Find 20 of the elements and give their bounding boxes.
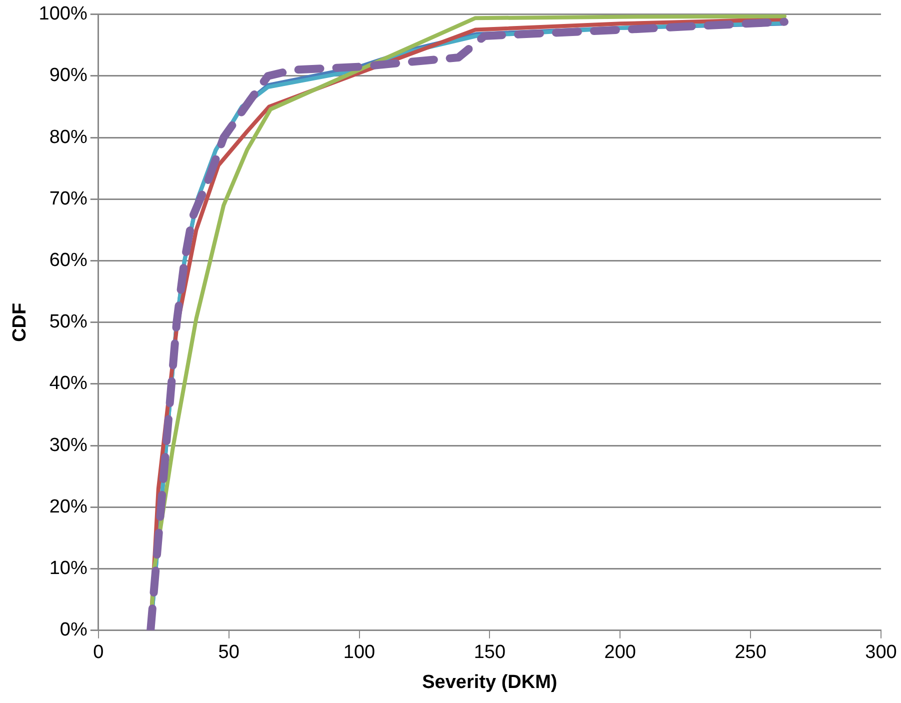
y-tick-label: 70% [49, 188, 88, 210]
x-tick-label: 300 [865, 642, 897, 664]
y-tick-label: 0% [60, 620, 88, 641]
y-tick-label: 40% [49, 373, 88, 394]
y-tick-label: 30% [49, 434, 88, 456]
x-tick-label: 50 [218, 642, 240, 664]
x-axis-title: Severity (DKM) [422, 672, 558, 693]
y-tick-label: 80% [49, 126, 88, 148]
x-tick-label: 250 [734, 642, 766, 664]
y-axis-title: CDF [10, 302, 31, 342]
y-tick-label: 60% [49, 250, 88, 272]
y-tick-label: 100% [38, 4, 88, 25]
y-tick-label: 50% [49, 312, 88, 333]
y-tick-label: 20% [49, 496, 88, 518]
x-tick-label: 0 [93, 642, 104, 664]
x-tick-label: 150 [474, 642, 506, 664]
x-tick-label: 100 [343, 642, 376, 664]
y-tick-label: 90% [49, 65, 88, 86]
x-tick-label: 200 [604, 642, 636, 664]
y-tick-label: 10% [49, 558, 88, 580]
